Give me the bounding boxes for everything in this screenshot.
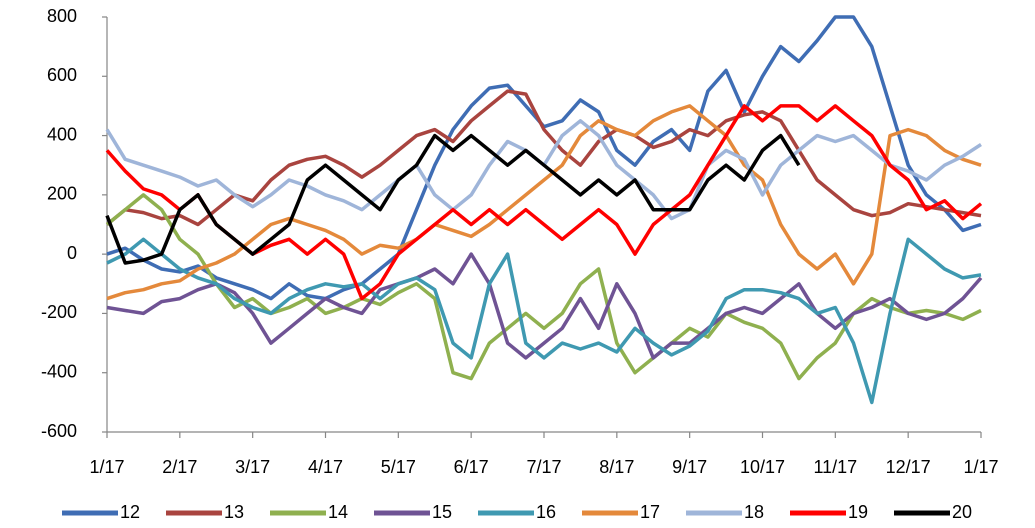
y-tick-label: 600 [47,65,77,85]
x-tick-label: 10/17 [740,457,785,477]
series-line [106,252,983,360]
x-tick-label: 9/17 [672,457,707,477]
legend-label: 17 [640,502,660,522]
legend-label: 13 [224,502,244,522]
y-tick-label: 800 [47,6,77,26]
legend-label: 20 [952,502,972,522]
legend-label: 16 [536,502,556,522]
series-line [105,104,983,301]
series-line [106,237,982,405]
series-line [105,89,982,227]
x-tick-label: 6/17 [454,457,489,477]
y-tick-label: -200 [41,302,77,322]
x-tick-label: 2/17 [162,457,197,477]
x-tick-label: 4/17 [308,457,343,477]
legend-label: 18 [744,502,764,522]
x-tick-label: 7/17 [526,457,561,477]
series-line [105,193,982,381]
y-tick-label: 400 [47,124,77,144]
y-tick-label: 200 [47,184,77,204]
x-tick-label: 1/17 [89,457,124,477]
series-line [105,133,801,265]
y-tick-label: 0 [67,243,77,263]
y-tick-label: -400 [41,361,77,381]
series-line [105,119,982,221]
legend-label: 14 [328,502,348,522]
series-line [106,15,982,301]
x-tick-label: 5/17 [381,457,416,477]
legend-label: 19 [848,502,868,522]
x-tick-label: 12/17 [886,457,931,477]
x-tick-label: 11/17 [813,457,857,477]
legend-label: 12 [120,502,140,522]
x-tick-label: 1/17 [963,457,998,477]
series-line [106,104,982,301]
x-tick-label: 3/17 [235,457,270,477]
y-tick-label: -600 [41,421,77,441]
legend-label: 15 [432,502,452,522]
x-tick-label: 8/17 [599,457,634,477]
